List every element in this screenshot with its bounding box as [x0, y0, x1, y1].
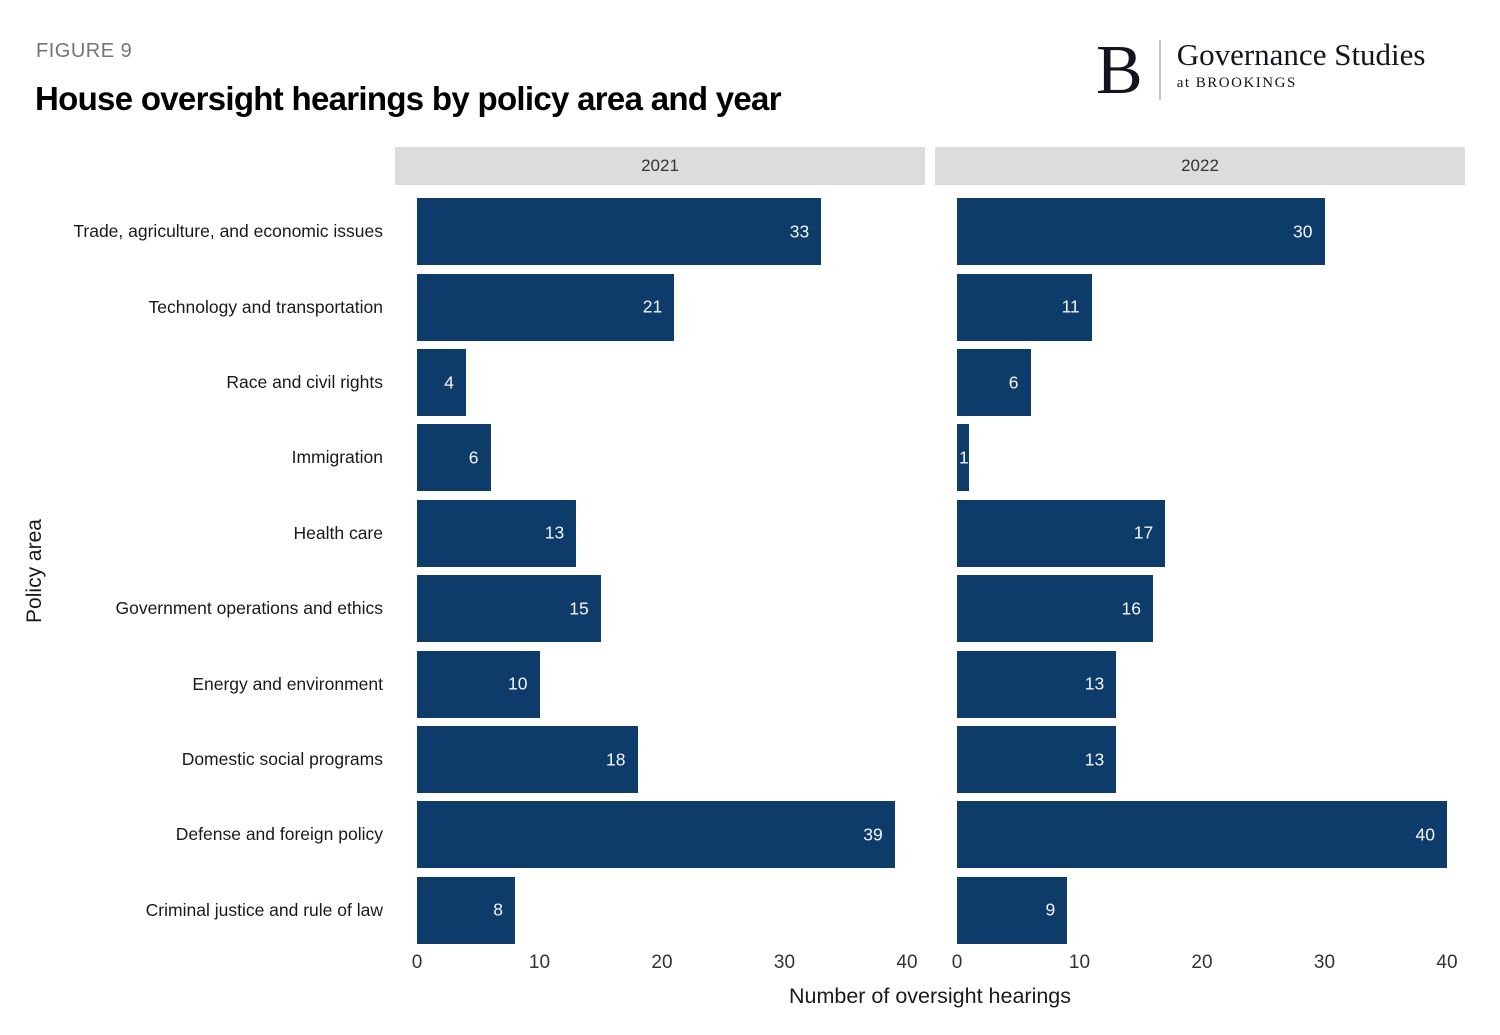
- bar-2021-3: 6: [417, 424, 491, 492]
- bar-value-label: 4: [444, 372, 454, 392]
- bar-2022-4: 17: [957, 499, 1166, 567]
- bar-2022-3: 1: [957, 424, 970, 492]
- bar-value-label: 13: [1084, 749, 1105, 769]
- bar-2022-9: 9: [957, 876, 1068, 944]
- bar-value-label: 18: [606, 749, 626, 769]
- brookings-b-logo-icon: B: [1096, 32, 1143, 109]
- logo-text: Governance Studies at BROOKINGS: [1177, 36, 1426, 92]
- panel-plot-2021: 33 21 4 6 13 15 10 18 39 8: [395, 194, 925, 948]
- bar-2022-1: 11: [957, 273, 1092, 341]
- panel-2022: 2022 30 11 6 1 17 16 13 13 40 9: [935, 147, 1465, 948]
- panel-header-2021: 2021: [395, 147, 925, 185]
- x-tick-label: 40: [1436, 952, 1458, 973]
- bar-2021-5: 15: [417, 575, 601, 643]
- bar-2022-7: 13: [957, 726, 1117, 793]
- x-axis-title: Number of oversight hearings: [788, 984, 1072, 1008]
- x-tick-label: 30: [1313, 952, 1336, 973]
- logo-subtitle: at BROOKINGS: [1176, 75, 1297, 91]
- category-label: Race and civil rights: [226, 371, 383, 392]
- category-label: Defense and foreign policy: [175, 824, 383, 845]
- x-tick-label: 20: [1191, 952, 1213, 973]
- bar-2021-8: 39: [417, 801, 895, 869]
- category-labels: Trade, agriculture, and economic issues T…: [0, 194, 383, 948]
- bar-value-label: 6: [468, 447, 479, 468]
- bar-2021-0: 33: [417, 198, 822, 266]
- panel-2021: 2021 33 21 4 6 13 15 10 18 39 8: [395, 147, 925, 948]
- x-tick-label: 0: [951, 952, 963, 973]
- bar-value-label: 15: [569, 598, 589, 619]
- category-label: Health care: [293, 522, 384, 543]
- bar-2021-2: 4: [417, 349, 466, 416]
- bar-value-label: 16: [1121, 598, 1141, 619]
- bar-value-label: 10: [508, 673, 528, 694]
- x-tick-label: 40: [896, 952, 918, 973]
- category-label: Immigration: [291, 447, 383, 468]
- bar-2022-8: 40: [957, 801, 1447, 869]
- x-axis-2022: 0 10 20 30 40: [935, 952, 1465, 978]
- bar-2021-1: 21: [417, 273, 675, 341]
- x-tick-label: 0: [411, 952, 423, 973]
- x-axis-2021: 0 10 20 30 40: [395, 952, 925, 978]
- bar-2021-7: 18: [417, 726, 638, 793]
- brookings-logo: B Governance Studies at BROOKINGS: [1096, 32, 1426, 109]
- bar-value-label: 13: [544, 522, 565, 543]
- bar-2022-5: 16: [957, 575, 1153, 643]
- bar-value-label: 39: [863, 824, 883, 845]
- bar-2021-4: 13: [417, 499, 577, 567]
- category-label: Energy and environment: [192, 673, 383, 694]
- bar-2021-6: 10: [417, 650, 540, 718]
- bar-value-label: 13: [1084, 673, 1105, 694]
- chart-title: House oversight hearings by policy area …: [35, 80, 782, 117]
- x-tick-label: 10: [1068, 952, 1091, 973]
- bar-value-label: 8: [493, 899, 503, 920]
- category-label: Government operations and ethics: [115, 598, 383, 619]
- bar-2021-9: 8: [417, 876, 515, 944]
- bar-2022-0: 30: [957, 198, 1325, 266]
- bar-value-label: 30: [1293, 221, 1313, 242]
- logo-name: Governance Studies: [1176, 37, 1426, 72]
- bar-value-label: 21: [642, 296, 663, 317]
- figure-label: FIGURE 9: [36, 40, 133, 62]
- category-label: Domestic social programs: [181, 748, 383, 769]
- category-label: Trade, agriculture, and economic issues: [73, 221, 383, 242]
- category-label: Technology and transportation: [148, 296, 383, 317]
- x-tick-label: 10: [528, 952, 551, 973]
- bar-2022-6: 13: [957, 650, 1117, 718]
- bar-2022-2: 6: [957, 349, 1031, 416]
- bar-value-label: 33: [789, 221, 810, 242]
- bar-value-label: 1: [959, 447, 969, 468]
- panel-plot-2022: 30 11 6 1 17 16 13 13 40 9: [935, 194, 1465, 948]
- category-label: Criminal justice and rule of law: [145, 899, 383, 920]
- bar-value-label: 6: [1008, 372, 1019, 392]
- x-tick-label: 30: [773, 952, 796, 973]
- x-tick-label: 20: [651, 952, 673, 973]
- panel-header-2022: 2022: [935, 147, 1465, 185]
- bar-value-label: 40: [1415, 824, 1435, 845]
- bar-value-label: 17: [1133, 522, 1154, 543]
- bar-value-label: 9: [1045, 899, 1056, 920]
- bar-value-label: 11: [1061, 296, 1080, 317]
- logo-divider: [1158, 40, 1161, 100]
